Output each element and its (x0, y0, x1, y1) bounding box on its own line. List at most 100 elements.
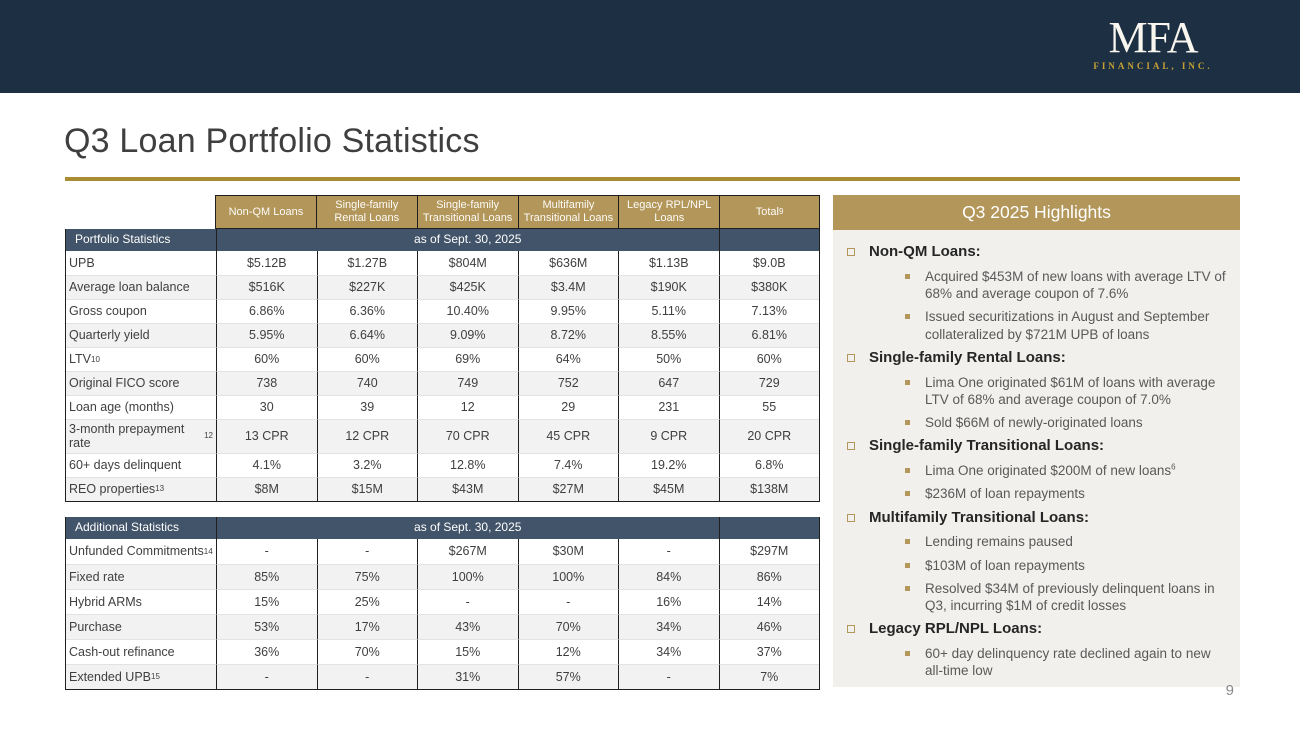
section-row: Additional Statistics as of Sept. 30, 202… (66, 517, 819, 539)
value-cell: 53% (216, 614, 317, 639)
filled-square-bullet-icon (905, 651, 910, 657)
highlight-category: Single-family Transitional Loans: (845, 437, 1232, 456)
value-cell: 738 (216, 371, 317, 395)
highlight-bullet: 60+ day delinquency rate declined again … (845, 645, 1232, 680)
highlight-bullet: Issued securitizations in August and Sep… (845, 308, 1232, 343)
highlight-category: Multifamily Transitional Loans: (845, 509, 1232, 528)
value-cell: $267M (417, 539, 518, 564)
row-label: Fixed rate (66, 564, 216, 589)
highlight-bullet: Resolved $34M of previously delinquent l… (845, 580, 1232, 615)
value-cell: 12.8% (417, 452, 518, 477)
value-cell: $3.4M (517, 275, 618, 299)
highlight-text: Lending remains paused (925, 534, 1073, 550)
value-cell: $636M (517, 251, 618, 275)
value-cell: - (316, 664, 417, 689)
column-header: Single-family Transitional Loans (416, 195, 518, 229)
value-cell: $425K (417, 275, 518, 299)
table-row: Gross coupon 6.86% 6.36% 10.40% 9.95% 5.11% 7.… (66, 299, 819, 323)
row-label: Unfunded Commitments 14 (66, 539, 216, 564)
highlight-text: Resolved $34M of previously delinquent l… (925, 580, 1215, 614)
table-row: Loan age (months) 30 39 12 29 231 55 (66, 395, 819, 419)
highlight-heading: Multifamily Transitional Loans: (869, 508, 1090, 526)
table-row: Unfunded Commitments 14- - $267M $30M - $297M (66, 539, 819, 564)
value-cell: - (517, 589, 618, 614)
value-cell: 39 (316, 395, 417, 419)
table-row: Purchase 53% 17% 43% 70% 34% 46% (66, 614, 819, 639)
column-header: Total 9 (719, 195, 820, 229)
value-cell: 60% (316, 347, 417, 371)
value-cell: 84% (618, 564, 719, 589)
value-cell: 7.13% (718, 299, 819, 323)
table-body: Portfolio Statistics as of Sept. 30, 2025… (65, 229, 820, 502)
mfa-logo: MFA FINANCIAL, INC. (1058, 16, 1248, 72)
value-cell: 60% (216, 347, 317, 371)
row-label: Cash-out refinance (66, 639, 216, 664)
value-cell: 6.86% (216, 299, 317, 323)
highlight-heading: Non-QM Loans: (869, 243, 981, 260)
value-cell: 12 CPR (316, 419, 417, 453)
value-cell: 8.72% (517, 323, 618, 347)
column-header: Single-family Rental Loans (315, 195, 417, 229)
column-header: Multifamily Transitional Loans (517, 195, 619, 229)
section-row: Portfolio Statistics as of Sept. 30, 2025 (66, 229, 819, 251)
highlight-bullet: Lima One originated $200M of new loans6 (845, 462, 1232, 479)
row-label: Extended UPB 15 (66, 664, 216, 689)
value-cell: - (216, 664, 317, 689)
value-cell: 9.95% (517, 299, 618, 323)
value-cell: 15% (216, 589, 317, 614)
value-cell: $227K (316, 275, 417, 299)
value-cell: - (618, 664, 719, 689)
row-label: LTV 10 (66, 347, 216, 371)
as-of-date: as of Sept. 30, 2025 (216, 517, 719, 539)
value-cell: 13 CPR (216, 419, 317, 453)
value-cell: $804M (417, 251, 518, 275)
highlight-text: Acquired $453M of new loans with average… (925, 268, 1226, 302)
highlights-header: Q3 2025 Highlights (833, 195, 1240, 230)
value-cell: $45M (618, 476, 719, 501)
value-cell: 749 (417, 371, 518, 395)
value-cell: 43% (417, 614, 518, 639)
value-cell: - (417, 589, 518, 614)
value-cell: 29 (517, 395, 618, 419)
highlights-panel: Q3 2025 Highlights Non-QM Loans: Acquired… (833, 195, 1240, 687)
section-label: Portfolio Statistics (66, 229, 216, 251)
value-cell: 4.1% (216, 452, 317, 477)
value-cell: 30 (216, 395, 317, 419)
row-label: Gross coupon (66, 299, 216, 323)
highlights-list: Non-QM Loans: Acquired $453M of new loans… (833, 230, 1240, 680)
gold-divider (65, 177, 1240, 181)
value-cell: 57% (517, 664, 618, 689)
filled-square-bullet-icon (905, 420, 910, 426)
filled-square-bullet-icon (905, 468, 910, 474)
table-row: Fixed rate 85% 75% 100% 100% 84% 86% (66, 564, 819, 589)
value-cell: 16% (618, 589, 719, 614)
table-row: Hybrid ARMs 15% 25% - -16% 14% (66, 589, 819, 614)
value-cell: $190K (618, 275, 719, 299)
value-cell: $43M (417, 476, 518, 501)
open-square-bullet-icon (847, 625, 855, 634)
value-cell: $30M (517, 539, 618, 564)
row-label: Average loan balance (66, 275, 216, 299)
value-cell: 100% (417, 564, 518, 589)
value-cell: 8.55% (618, 323, 719, 347)
column-header: Legacy RPL/NPL Loans (618, 195, 720, 229)
value-cell: 69% (417, 347, 518, 371)
highlight-heading: Legacy RPL/NPL Loans: (869, 620, 1043, 638)
row-label: Purchase (66, 614, 216, 639)
highlight-text: Issued securitizations in August and Sep… (925, 309, 1210, 342)
highlight-bullet: Lending remains paused (845, 533, 1232, 550)
table-body: Additional Statistics as of Sept. 30, 202… (65, 517, 820, 690)
filled-square-bullet-icon (905, 539, 910, 545)
value-cell: 752 (517, 371, 618, 395)
value-cell: - (618, 539, 719, 564)
value-cell: 14% (718, 589, 819, 614)
table-row: Average loan balance $516K $227K $425K $3.4M… (66, 275, 819, 299)
value-cell: - (216, 539, 317, 564)
highlight-text: Lima One originated $61M of loans with a… (925, 374, 1216, 407)
highlight-text: $103M of loan repayments (925, 557, 1085, 573)
open-square-bullet-icon (847, 248, 855, 256)
value-cell: 5.95% (216, 323, 317, 347)
open-square-bullet-icon (847, 513, 855, 522)
value-cell: 9 CPR (618, 419, 719, 453)
